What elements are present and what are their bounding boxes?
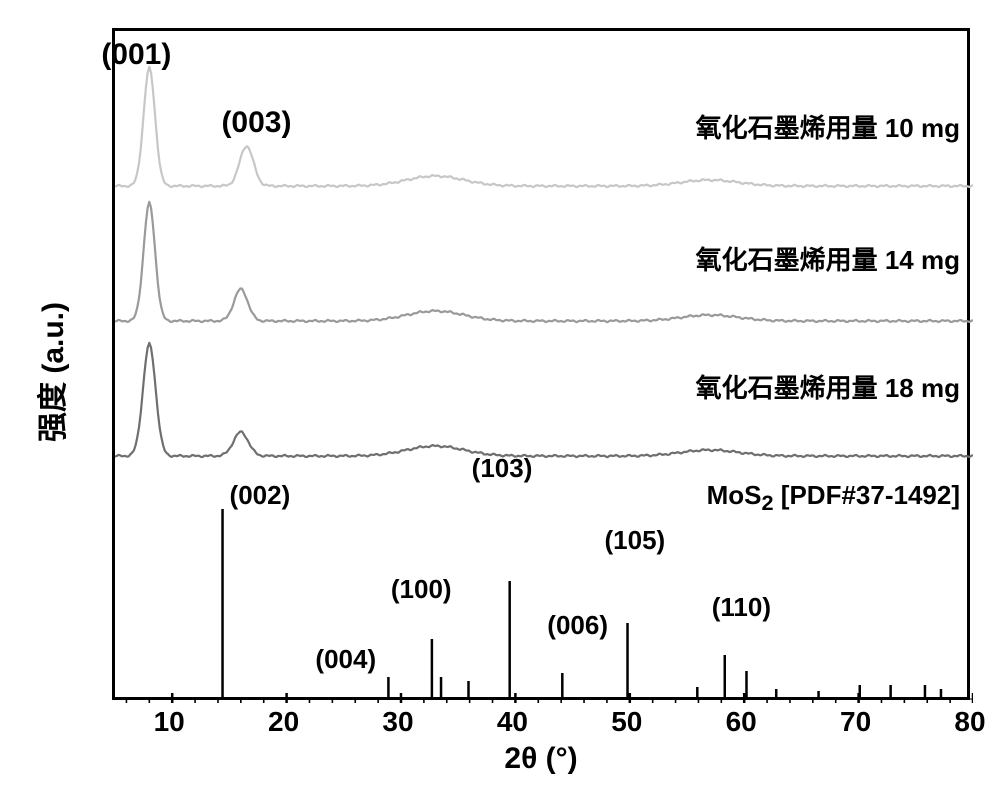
x-tick-70: 70 bbox=[826, 706, 886, 738]
x-tick-40: 40 bbox=[482, 706, 542, 738]
xrd-figure: 强度 (a.u.) 10 20 30 40 50 60 70 80 2θ (°) (001) (… bbox=[0, 0, 1000, 797]
stick-label-(006): (006) bbox=[547, 610, 608, 641]
x-tick-80: 80 bbox=[940, 706, 1000, 738]
x-axis-label: 2θ (°) bbox=[112, 742, 970, 776]
peak-ann-(003): (003) bbox=[221, 106, 291, 140]
y-axis-label: 强度 (a.u.) bbox=[28, 222, 72, 522]
peak-ann-(001): (001) bbox=[101, 38, 171, 72]
series-label-go14: 氧化石墨烯用量 14 mg bbox=[696, 240, 960, 277]
series-label-go10: 氧化石墨烯用量 10 mg bbox=[696, 108, 960, 145]
x-tick-50: 50 bbox=[597, 706, 657, 738]
x-tick-60: 60 bbox=[711, 706, 771, 738]
stick-label-(004): (004) bbox=[315, 644, 376, 675]
stick-label-(002): (002) bbox=[230, 480, 291, 511]
series-label-go18: 氧化石墨烯用量 18 mg bbox=[696, 368, 960, 405]
x-tick-30: 30 bbox=[368, 706, 428, 738]
stick-label-(105): (105) bbox=[605, 525, 666, 556]
reference-label: MoS2 [PDF#37-1492] bbox=[707, 480, 960, 516]
x-axis-label-text: 2θ (°) bbox=[504, 742, 577, 775]
stick-label-(100): (100) bbox=[391, 574, 452, 605]
stick-label-(110): (110) bbox=[712, 592, 771, 623]
stick-label-(103): (103) bbox=[472, 453, 533, 484]
x-tick-20: 20 bbox=[254, 706, 314, 738]
x-tick-10: 10 bbox=[139, 706, 199, 738]
y-axis-label-text: 强度 (a.u.) bbox=[37, 302, 70, 442]
